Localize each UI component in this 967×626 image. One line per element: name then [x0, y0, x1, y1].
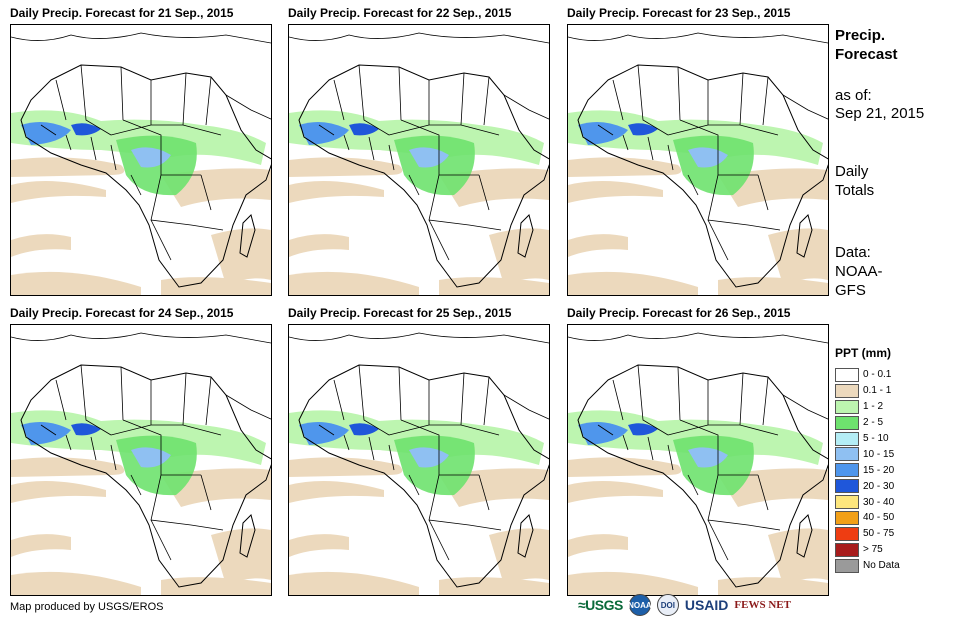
legend-item: 10 - 15 — [835, 446, 900, 462]
legend-swatch — [835, 367, 859, 382]
data-source-line2: NOAA- — [835, 263, 883, 280]
map-credit: Map produced by USGS/EROS — [10, 601, 164, 613]
legend: 0 - 0.1 0.1 - 1 1 - 2 2 - 5 5 - 10 10 - 15 15 … — [835, 367, 900, 574]
legend-item: 0.1 - 1 — [835, 383, 900, 399]
panel-title: Daily Precip. Forecast for 25 Sep., 2015 — [288, 306, 512, 320]
sidebar-title-line1: Precip. — [835, 27, 886, 44]
legend-swatch — [835, 558, 859, 573]
forecast-panel-4: Daily Precip. Forecast for 24 Sep., 2015 — [10, 306, 272, 596]
legend-title: PPT (mm) — [835, 346, 892, 360]
precip-map — [567, 24, 829, 296]
asof-date: Sep 21, 2015 — [835, 105, 925, 122]
legend-swatch — [835, 510, 859, 525]
usaid-logo: USAID — [684, 597, 729, 613]
forecast-panel-6: Daily Precip. Forecast for 26 Sep., 2015 — [567, 306, 829, 596]
legend-swatch — [835, 463, 859, 478]
legend-item: 2 - 5 — [835, 415, 900, 431]
legend-item: 1 - 2 — [835, 399, 900, 415]
africa-map — [11, 32, 271, 295]
data-source-line3: GFS — [835, 282, 866, 299]
data-source-line1: Data: — [835, 244, 871, 261]
asof-label: as of: — [835, 87, 872, 104]
legend-swatch — [835, 526, 859, 541]
forecast-panel-3: Daily Precip. Forecast for 23 Sep., 2015 — [567, 6, 829, 296]
legend-item: 40 - 50 — [835, 510, 900, 526]
africa-map — [289, 32, 549, 295]
legend-label: No Data — [863, 560, 900, 572]
precip-map — [10, 24, 272, 296]
legend-item: 20 - 30 — [835, 478, 900, 494]
panel-title: Daily Precip. Forecast for 21 Sep., 2015 — [10, 6, 234, 20]
legend-label: 0 - 0.1 — [863, 369, 892, 381]
legend-label: 2 - 5 — [863, 417, 884, 429]
forecast-panel-5: Daily Precip. Forecast for 25 Sep., 2015 — [288, 306, 550, 596]
legend-item: 15 - 20 — [835, 462, 900, 478]
legend-label: > 75 — [863, 544, 883, 556]
fews-net-logo: FEWS NET — [734, 599, 791, 611]
partner-logos: ≈USGS NOAA DOI USAID FEWS NET — [578, 594, 791, 616]
usgs-logo: ≈USGS — [578, 597, 623, 613]
daily-totals-line1: Daily — [835, 163, 869, 180]
africa-map — [11, 332, 271, 595]
daily-totals-line2: Totals — [835, 182, 875, 199]
legend-item: > 75 — [835, 542, 900, 558]
legend-label: 30 - 40 — [863, 496, 895, 508]
legend-swatch — [835, 479, 859, 494]
forecast-panel-1: Daily Precip. Forecast for 21 Sep., 2015 — [10, 6, 272, 296]
legend-label: 0.1 - 1 — [863, 385, 892, 397]
legend-swatch — [835, 431, 859, 446]
legend-item: 30 - 40 — [835, 494, 900, 510]
panel-title: Daily Precip. Forecast for 24 Sep., 2015 — [10, 306, 234, 320]
legend-label: 40 - 50 — [863, 512, 895, 524]
legend-swatch — [835, 383, 859, 398]
legend-swatch — [835, 447, 859, 462]
legend-swatch — [835, 399, 859, 414]
sidebar-title-line2: Forecast — [835, 46, 898, 63]
precip-map — [288, 24, 550, 296]
legend-swatch — [835, 542, 859, 557]
legend-swatch — [835, 415, 859, 430]
doi-seal-logo: DOI — [656, 594, 679, 616]
legend-item: 0 - 0.1 — [835, 367, 900, 383]
legend-swatch — [835, 495, 859, 510]
noaa-logo: NOAA — [628, 594, 652, 616]
legend-label: 15 - 20 — [863, 464, 895, 476]
africa-map — [568, 332, 828, 595]
forecast-panel-2: Daily Precip. Forecast for 22 Sep., 2015 — [288, 6, 550, 296]
panel-title: Daily Precip. Forecast for 23 Sep., 2015 — [567, 6, 791, 20]
precip-map — [10, 324, 272, 596]
panel-title: Daily Precip. Forecast for 26 Sep., 2015 — [567, 306, 791, 320]
legend-label: 5 - 10 — [863, 433, 889, 444]
legend-item: 5 - 10 — [835, 431, 900, 447]
precip-map — [567, 324, 829, 596]
africa-map — [568, 32, 828, 295]
legend-item: 50 - 75 — [835, 526, 900, 542]
africa-map — [289, 332, 549, 595]
legend-label: 10 - 15 — [863, 448, 895, 460]
precip-map — [288, 324, 550, 596]
legend-label: 20 - 30 — [863, 480, 895, 492]
panel-title: Daily Precip. Forecast for 22 Sep., 2015 — [288, 6, 512, 20]
legend-item: No Data — [835, 558, 900, 574]
legend-label: 1 - 2 — [863, 401, 884, 413]
legend-label: 50 - 75 — [863, 528, 895, 540]
